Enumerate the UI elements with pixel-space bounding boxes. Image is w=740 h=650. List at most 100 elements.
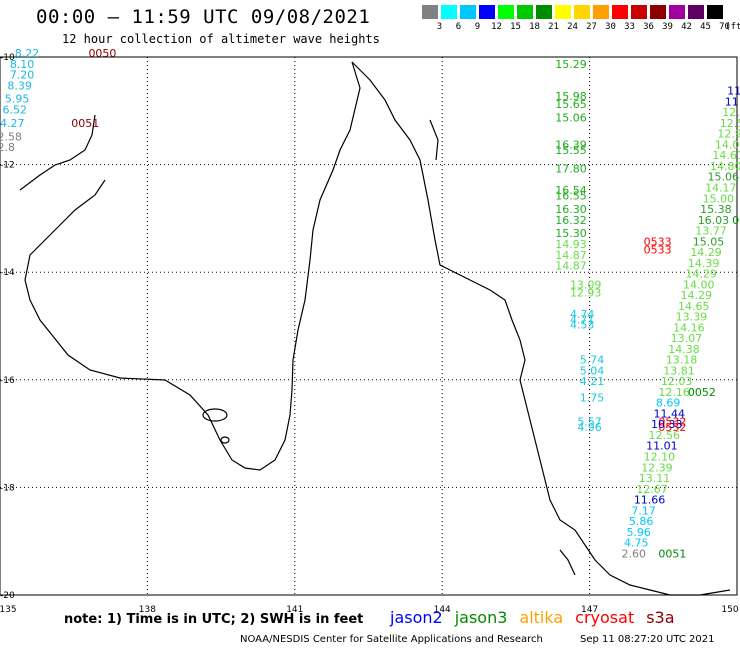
wave-height-value: 13.39 <box>676 311 708 324</box>
color-swatch <box>669 5 686 19</box>
wave-height-value: 5.96 <box>626 526 651 539</box>
wave-height-value: 14.09 <box>715 138 740 151</box>
wave-height-value: 10.33 <box>651 418 683 431</box>
page-subtitle: 12 hour collection of altimeter wave hei… <box>62 32 380 46</box>
wave-height-value: 12.03 <box>661 375 693 388</box>
wave-height-value: 15.05 <box>693 235 725 248</box>
color-swatch-label: 12 <box>491 22 502 32</box>
legend-entry: cryosat <box>575 608 635 627</box>
wave-height-value: 12.90 <box>717 128 740 141</box>
wave-height-value: 14.39 <box>688 257 720 270</box>
wave-height-value: 16.30 <box>555 203 587 216</box>
wave-height-value: 4.27 <box>0 117 25 130</box>
wave-height-value: 4.21 <box>580 375 605 388</box>
page-title: 00:00 – 11:59 UTC 09/08/2021 <box>36 6 371 28</box>
wave-height-value: 14.87 <box>555 260 587 273</box>
legend-entry: s3a <box>646 608 675 627</box>
wave-height-value: 5.95 <box>5 93 30 106</box>
latitude-label: -12 <box>0 161 15 171</box>
island-mornington <box>202 408 228 422</box>
color-swatch-label: 3 <box>436 22 443 32</box>
credit-line: NOAA/NESDIS Center for Satellite Applica… <box>240 634 543 645</box>
wave-height-value: 5.04 <box>580 364 605 377</box>
color-swatch-label: 21 <box>548 22 559 32</box>
wave-height-value: 4.53 <box>570 319 595 332</box>
wave-height-value: 12.5 <box>720 117 740 130</box>
wave-height-value: 15.00 <box>703 192 735 205</box>
map-grid: 135 138 141 144 147 150 -10 -12 -14 -16 -18 -20 <box>0 53 739 615</box>
latitude-label: -10 <box>0 53 15 63</box>
wave-height-value: 12.67 <box>636 483 668 496</box>
color-swatch <box>460 5 477 19</box>
wave-height-value: 15.06 <box>708 171 740 184</box>
wave-height-value: 12.56 <box>649 429 681 442</box>
island-small <box>220 436 230 444</box>
color-swatch <box>707 5 724 19</box>
wave-height-value: 4.71 <box>570 313 595 326</box>
color-swatch <box>422 5 439 19</box>
wave-height-value: 2.8 <box>0 141 15 154</box>
color-swatch <box>441 5 458 19</box>
wave-height-value: 12.39 <box>641 461 673 474</box>
legend-entry: altika <box>519 608 564 627</box>
color-swatch-label: 18 <box>529 22 540 32</box>
wave-height-value: 14.80 <box>710 160 740 173</box>
latitude-label: -20 <box>0 591 15 601</box>
color-swatch <box>612 5 629 19</box>
cape-york-coast <box>24 61 361 471</box>
wave-height-value: 13.18 <box>666 354 698 367</box>
wave-height-value: 7.20 <box>10 69 35 82</box>
wave-height-value: 14.87 <box>555 249 587 262</box>
color-swatch-label: 39 <box>662 22 673 32</box>
wave-height-value: 14.29 <box>690 246 722 259</box>
color-swatch <box>631 5 648 19</box>
wave-height-value: 2.58 <box>0 130 22 143</box>
wave-height-value: 13.81 <box>663 364 695 377</box>
color-swatch <box>517 5 534 19</box>
pass-time-label: 0051 <box>658 547 686 560</box>
wave-height-value: 14.61 <box>712 149 740 162</box>
wave-height-value: 16.39 <box>555 138 587 151</box>
color-swatch-label: 6 <box>455 22 462 32</box>
wave-height-value: 11.01 <box>646 440 678 453</box>
longitude-label: 135 <box>0 605 17 615</box>
color-swatch-label: 30 <box>605 22 616 32</box>
longitude-label: 147 <box>581 605 598 615</box>
wave-height-value: 15.98 <box>555 90 587 103</box>
wave-height-value: 12.10 <box>644 451 676 464</box>
pass-time-label: 0532 <box>658 416 686 429</box>
color-swatch-label: 27 <box>586 22 597 32</box>
pass-time-label: 0532 <box>658 421 686 434</box>
footnote: note: 1) Time is in UTC; 2) SWH is in fe… <box>64 612 364 627</box>
wave-height-value: 8.10 <box>10 58 35 71</box>
wave-height-value: 6.52 <box>2 103 27 116</box>
wave-height-value: 14.93 <box>555 238 587 251</box>
latitude-label: -14 <box>0 268 15 278</box>
longitude-label: 138 <box>139 605 156 615</box>
color-swatch-label: 33 <box>624 22 635 32</box>
reef-fragment <box>429 119 439 161</box>
wave-height-value: 14.00 <box>683 278 715 291</box>
wave-height-value: 1.75 <box>580 391 605 404</box>
wave-height-value: 8.69 <box>656 397 681 410</box>
pass-time-label: 0051 <box>71 117 99 130</box>
latitude-label: -16 <box>0 376 15 386</box>
wave-height-value: 16.32 <box>555 214 587 227</box>
longitude-label: 141 <box>286 605 303 615</box>
wave-height-value: 13.11 <box>639 472 671 485</box>
color-swatch-label: 42 <box>681 22 692 32</box>
color-swatch <box>536 5 553 19</box>
wave-height-value: 8.22 <box>15 47 39 60</box>
color-swatch <box>688 5 705 19</box>
wave-height-value: 8.39 <box>7 79 32 92</box>
wave-height-value: 15.06 <box>555 112 587 125</box>
wave-height-value: 16.55 <box>555 190 587 203</box>
satellite-legend: jason2 jason3 altika cryosat s3a <box>390 608 687 627</box>
wave-height-value: 15.55 <box>555 144 587 157</box>
wave-height-value: 15.65 <box>555 98 587 111</box>
wave-height-value: 15.29 <box>555 58 587 71</box>
pass-time-label: 0533 <box>644 243 672 256</box>
east-cape-york-coast <box>351 61 731 596</box>
color-swatch <box>574 5 591 19</box>
color-swatch <box>498 5 515 19</box>
